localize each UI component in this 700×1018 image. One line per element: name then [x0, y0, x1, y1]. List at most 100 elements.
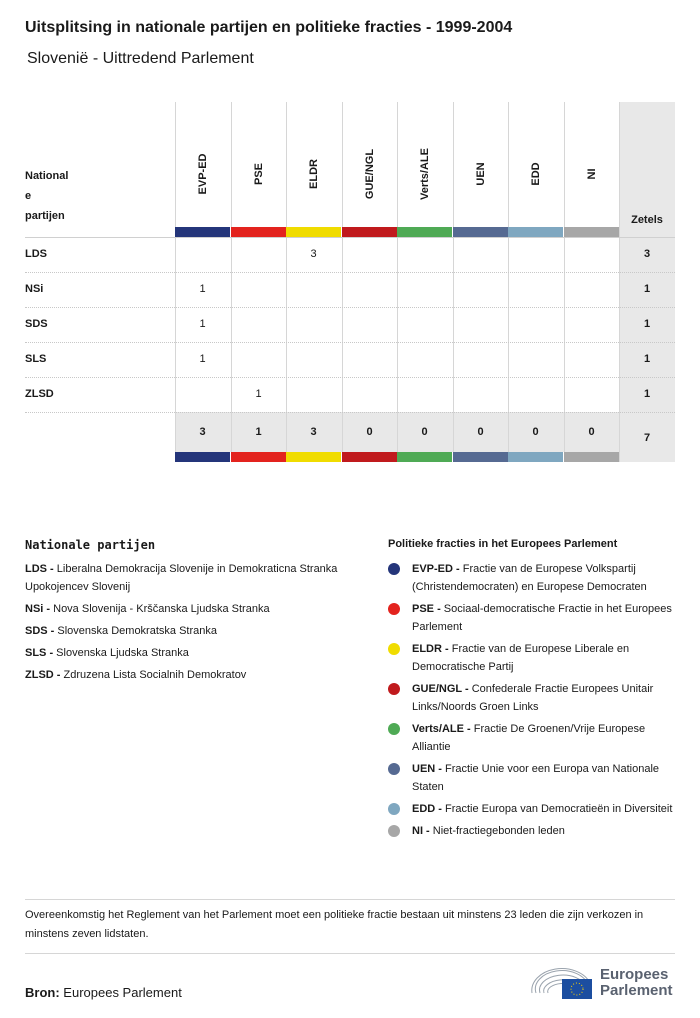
- table-cell: 1: [199, 283, 206, 295]
- source-value: Europees Parlement: [63, 985, 182, 1000]
- table-cell: 1: [199, 318, 206, 330]
- logo-line: Parlement: [600, 982, 673, 999]
- row-divider: [25, 412, 675, 413]
- legend-abbr: NI -: [412, 825, 433, 837]
- group-color-bar: [508, 227, 563, 237]
- legend-item: NI - Niet-fractiegebonden leden: [388, 822, 678, 840]
- column-divider: [342, 102, 343, 462]
- legend-name: Slovenska Demokratska Stranka: [57, 625, 217, 637]
- column-header-eldr: ELDR: [286, 102, 341, 227]
- legend-item: GUE/NGL - Confederale Fractie Europees U…: [388, 680, 678, 716]
- group-color-bar: [508, 452, 563, 462]
- party-header-line: partijen: [25, 210, 65, 222]
- legend-list: EVP-ED - Fractie van de Europese Volkspa…: [388, 560, 678, 840]
- legend-item: PSE - Sociaal-democratische Fractie in h…: [388, 600, 678, 636]
- column-total: 0: [366, 426, 373, 438]
- color-dot-icon: [388, 603, 400, 615]
- column-divider: [564, 102, 565, 462]
- legend-item: LDS - Liberalna Demokracija Slovenije in…: [25, 560, 345, 596]
- row-total: 1: [643, 353, 651, 365]
- table-cell: 3: [310, 248, 317, 260]
- group-color-bar: [175, 452, 230, 462]
- column-header-label: EVP-ED: [196, 153, 209, 195]
- column-header-edd: EDD: [508, 102, 563, 227]
- legend-name: Nova Slovenija - Krščanska Ljudska Stran…: [53, 603, 270, 615]
- legend-name: Fractie Europa van Democratieën in Diver…: [445, 803, 673, 815]
- row-divider: [25, 237, 675, 238]
- row-total: 1: [643, 388, 651, 400]
- party-column-header: National e partijen: [25, 166, 68, 226]
- column-header-label: NI: [585, 168, 598, 180]
- legend-abbr: Verts/ALE -: [412, 723, 474, 735]
- group-color-bar: [397, 227, 452, 237]
- color-dot-icon: [388, 825, 400, 837]
- color-dot-icon: [388, 643, 400, 655]
- group-color-bar: [231, 227, 286, 237]
- group-color-bar: [286, 452, 341, 462]
- column-total: 0: [477, 426, 484, 438]
- color-dot-icon: [388, 803, 400, 815]
- grand-total: 7: [643, 432, 651, 444]
- column-total: 3: [199, 426, 206, 438]
- group-color-bar: [342, 452, 397, 462]
- column-total: 1: [255, 426, 262, 438]
- row-total: 1: [643, 318, 651, 330]
- row-total: 1: [643, 283, 651, 295]
- legend-name: Liberalna Demokracija Slovenije in Demok…: [25, 563, 338, 593]
- column-header-label: PSE: [252, 162, 265, 186]
- legend-item: UEN - Fractie Unie voor een Europa van N…: [388, 760, 678, 796]
- column-total: 0: [532, 426, 539, 438]
- footnote: Overeenkomstig het Reglement van het Par…: [25, 909, 644, 940]
- divider: [25, 899, 675, 900]
- column-header-verts-ale: Verts/ALE: [397, 102, 452, 227]
- column-header-label: GUE/NGL: [363, 148, 376, 200]
- legend-item: ELDR - Fractie van de Europese Liberale …: [388, 640, 678, 676]
- column-header-gue-ngl: GUE/NGL: [342, 102, 397, 227]
- legend-name: Zdruzena Lista Socialnih Demokratov: [63, 669, 247, 681]
- column-total: 3: [310, 426, 317, 438]
- column-header-evp-ed: EVP-ED: [175, 102, 230, 227]
- column-divider: [619, 102, 620, 462]
- legend-list: LDS - Liberalna Demokracija Slovenije in…: [25, 560, 345, 684]
- parliament-hemicycle-icon: [531, 968, 592, 999]
- column-header-ni: NI: [564, 102, 619, 227]
- column-header-label: UEN: [474, 162, 487, 186]
- group-color-bar: [286, 227, 341, 237]
- legend-title: Politieke fracties in het Europees Parle…: [388, 538, 618, 550]
- political-groups-legend: Politieke fracties in het Europees Parle…: [388, 538, 678, 844]
- group-color-bar: [397, 452, 452, 462]
- legend-abbr: ELDR -: [412, 643, 452, 655]
- table-cell: 1: [199, 353, 206, 365]
- legend-abbr: EVP-ED -: [412, 563, 463, 575]
- party-header-line: e: [25, 190, 32, 202]
- group-color-bar: [342, 227, 397, 237]
- group-color-bar: [453, 452, 508, 462]
- legend-abbr: NSi -: [25, 603, 54, 615]
- legend-name: Fractie Unie voor een Europa van Nationa…: [412, 763, 660, 793]
- color-dot-icon: [388, 563, 400, 575]
- legend-abbr: EDD -: [412, 803, 445, 815]
- national-parties-legend: Nationale partijen LDS - Liberalna Demok…: [25, 538, 345, 688]
- color-dot-icon: [388, 763, 400, 775]
- row-label-nsi: NSi: [25, 283, 44, 295]
- legend-name: Sociaal-democratische Fractie in het Eur…: [412, 603, 672, 633]
- legend-name: Fractie van de Europese Liberale en Demo…: [412, 643, 630, 673]
- legend-name: Slovenska Ljudska Stranka: [56, 647, 189, 659]
- column-divider: [286, 102, 287, 462]
- legend-abbr: SLS -: [25, 647, 57, 659]
- legend-abbr: SDS -: [25, 625, 58, 637]
- column-total: 0: [421, 426, 428, 438]
- logo-line: Europees: [600, 966, 669, 983]
- source-label: Bron:: [25, 985, 60, 1000]
- legend-abbr: PSE -: [412, 603, 444, 615]
- row-divider: [25, 342, 675, 343]
- row-divider: [25, 307, 675, 308]
- group-color-bar: [231, 452, 286, 462]
- legend-name: Niet-fractiegebonden leden: [432, 825, 565, 837]
- legend-title: Nationale partijen: [25, 538, 156, 552]
- column-divider: [397, 102, 398, 462]
- color-dot-icon: [388, 723, 400, 735]
- row-label-zlsd: ZLSD: [25, 388, 54, 400]
- row-label-sds: SDS: [25, 318, 48, 330]
